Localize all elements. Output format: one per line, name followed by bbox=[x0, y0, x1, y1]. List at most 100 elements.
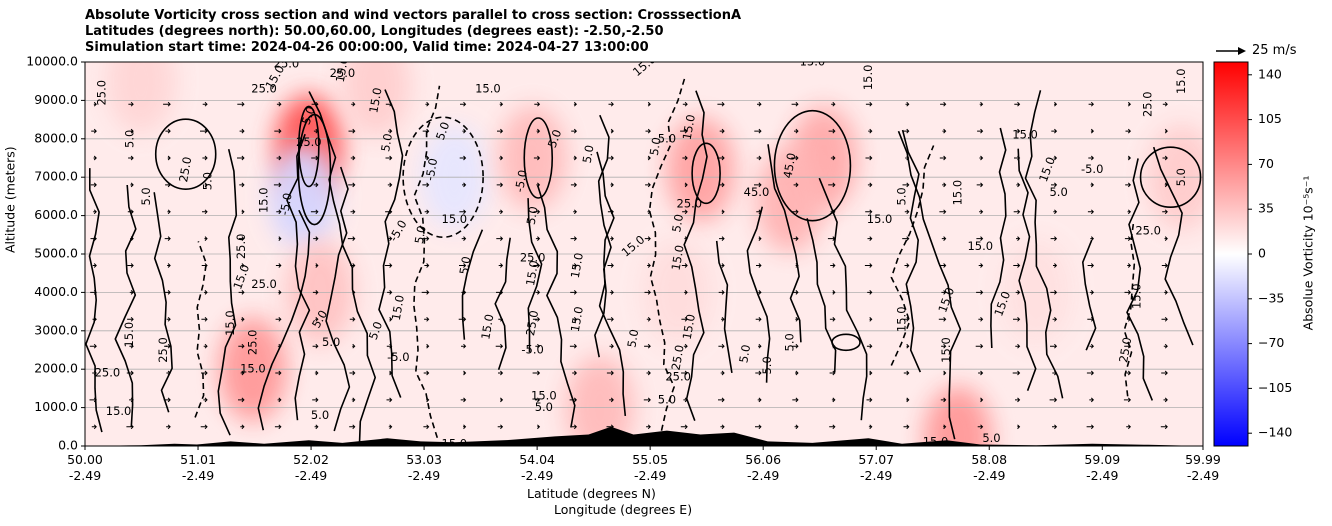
title-line-1: Absolute Vorticity cross section and win… bbox=[85, 8, 742, 23]
wind-vector bbox=[1053, 209, 1058, 215]
contour-line bbox=[85, 168, 103, 433]
terrain-silhouette bbox=[85, 426, 1203, 446]
wind-vector bbox=[867, 290, 873, 295]
contour-line bbox=[596, 151, 627, 416]
wind-vector bbox=[166, 316, 171, 322]
wind-vector bbox=[348, 182, 356, 188]
contour-label: 15.0 bbox=[478, 313, 496, 341]
wind-vector bbox=[901, 290, 910, 295]
wind-vector bbox=[314, 370, 319, 376]
x-tick-label-lon: -2.49 bbox=[295, 468, 327, 483]
contour-label: 5.0 bbox=[545, 128, 564, 150]
wind-vector bbox=[645, 128, 651, 134]
wind-vector bbox=[979, 155, 984, 161]
wind-vector bbox=[828, 182, 836, 188]
wind-vector bbox=[165, 182, 171, 188]
x-axis-label-latitude: Latitude (degrees N) bbox=[527, 486, 656, 501]
wind-vector bbox=[758, 236, 762, 241]
contour-line bbox=[257, 209, 311, 431]
contour-loop bbox=[831, 333, 861, 352]
wind-vector bbox=[202, 155, 208, 161]
x-tick-label-lat: 55.05 bbox=[632, 452, 668, 467]
wind-vector bbox=[869, 370, 873, 376]
colorbar-tick-label: 140 bbox=[1258, 66, 1282, 81]
x-tick-label-lon: -2.49 bbox=[182, 468, 214, 483]
colorbar: 140 105 70 35 0 −35 −70 −105 −140 bbox=[1213, 61, 1292, 447]
contour-line bbox=[536, 185, 576, 428]
wind-vector bbox=[866, 397, 873, 403]
wind-vector bbox=[721, 316, 725, 322]
contour-label: 15.0 bbox=[800, 55, 826, 69]
wind-vector bbox=[979, 101, 984, 107]
wind-vector bbox=[1089, 290, 1095, 295]
wind-vector bbox=[719, 182, 725, 188]
contour-label: 15.0 bbox=[568, 305, 586, 333]
wind-vector bbox=[310, 209, 319, 215]
quiver-key: 25 m/s bbox=[1216, 43, 1297, 58]
wind-vector bbox=[1162, 155, 1168, 161]
contour-label: 25.0 bbox=[677, 197, 703, 211]
contour-label: 15.0 bbox=[861, 65, 875, 91]
x-tick-label-lon: -2.49 bbox=[521, 468, 553, 483]
contour-label: 5.0 bbox=[535, 400, 553, 414]
wind-vector bbox=[499, 155, 504, 161]
wind-vector bbox=[535, 236, 541, 241]
colorbar-tick-label: −70 bbox=[1258, 335, 1284, 350]
wind-vector bbox=[758, 290, 762, 295]
wind-vector bbox=[608, 155, 614, 161]
wind-vector bbox=[942, 182, 947, 188]
wind-vector bbox=[721, 263, 725, 268]
contour-line bbox=[1152, 146, 1194, 346]
wind-vector bbox=[313, 182, 319, 188]
wind-vector bbox=[426, 343, 430, 349]
wind-vector bbox=[424, 209, 430, 215]
wind-vector bbox=[241, 316, 245, 322]
wind-vector bbox=[1124, 343, 1132, 349]
wind-vector bbox=[276, 101, 282, 107]
wind-vector bbox=[573, 209, 578, 215]
wind-vector bbox=[204, 290, 208, 295]
wind-vector bbox=[718, 290, 725, 295]
wind-vector bbox=[277, 343, 282, 349]
wind-vector bbox=[1052, 316, 1058, 322]
contour-label: 15.0 bbox=[442, 212, 468, 226]
title-line-2: Latitudes (degrees north): 50.00,60.00, … bbox=[85, 24, 664, 39]
wind-vector bbox=[1054, 101, 1058, 107]
wind-vector bbox=[350, 155, 356, 161]
contour-line bbox=[897, 130, 962, 440]
wind-vector bbox=[571, 128, 578, 134]
contour-label: 25.0 bbox=[234, 234, 248, 260]
wind-vector bbox=[864, 263, 873, 268]
wind-vector bbox=[421, 290, 430, 295]
wind-vector bbox=[979, 209, 984, 215]
wind-vector bbox=[163, 397, 171, 403]
contour-label: 5.0 bbox=[647, 136, 664, 156]
colorbar-tick-label: −140 bbox=[1258, 425, 1292, 440]
wind-vector bbox=[795, 263, 799, 268]
wind-vector bbox=[755, 316, 762, 322]
wind-vector bbox=[903, 424, 910, 430]
wind-vector bbox=[532, 316, 541, 322]
y-tick-label: 2000.0 bbox=[34, 361, 78, 376]
wind-vector bbox=[274, 128, 282, 134]
wind-vector bbox=[1163, 343, 1168, 349]
wind-vector bbox=[1050, 343, 1058, 349]
vorticity-blob bbox=[106, 62, 175, 134]
wind-vector bbox=[1126, 370, 1132, 376]
wind-vector bbox=[941, 343, 947, 349]
wind-vector bbox=[240, 370, 245, 376]
contour-line bbox=[308, 91, 376, 444]
wind-vector bbox=[829, 316, 836, 322]
wind-vector bbox=[976, 290, 984, 295]
wind-vector bbox=[129, 290, 134, 295]
contour-label: 5.0 bbox=[201, 172, 215, 190]
contour-line bbox=[1024, 90, 1064, 399]
wind-vector bbox=[904, 263, 910, 268]
wind-vector bbox=[1015, 397, 1021, 403]
contour-loop bbox=[691, 142, 721, 205]
wind-vector bbox=[534, 101, 541, 107]
wind-vector bbox=[167, 263, 171, 268]
wind-vector bbox=[646, 370, 651, 376]
y-axis-ticks: 0.0 1000.0 2000.0 3000.0 4000.0 5000.0 6000.0 7… bbox=[26, 54, 85, 453]
wind-vector bbox=[867, 236, 873, 241]
